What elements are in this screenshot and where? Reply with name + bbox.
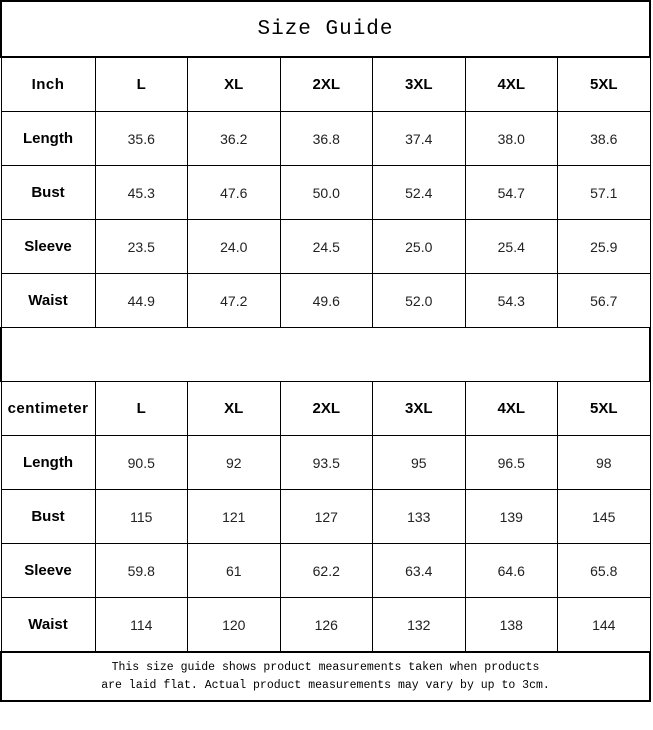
measurement-value: 38.6: [557, 111, 651, 166]
measurement-value: 24.5: [279, 219, 373, 274]
measurement-value: 115: [94, 489, 188, 544]
measurement-row-label: Length: [0, 111, 96, 166]
measurement-value: 138: [464, 597, 558, 653]
size-guide-note: This size guide shows product measuremen…: [0, 651, 651, 702]
measurement-value: 52.0: [372, 273, 466, 328]
note-line-2: are laid flat. Actual product measuremen…: [101, 678, 550, 692]
measurement-value: 35.6: [94, 111, 188, 166]
note-row: This size guide shows product measuremen…: [0, 651, 651, 702]
measurement-value: 54.3: [464, 273, 558, 328]
measurement-value: 93.5: [279, 435, 373, 490]
inch-header-row: Inch L XL 2XL 3XL 4XL 5XL: [0, 56, 651, 112]
measurement-value: 23.5: [94, 219, 188, 274]
measurement-value: 126: [279, 597, 373, 653]
measurement-row-label: Bust: [0, 489, 96, 544]
measurement-value: 98: [557, 435, 651, 490]
measurement-value: 65.8: [557, 543, 651, 598]
measurement-value: 54.7: [464, 165, 558, 220]
size-column-header: 3XL: [372, 381, 466, 436]
measurement-value: 133: [372, 489, 466, 544]
table-row: Length 90.5 92 93.5 95 96.5 98: [0, 435, 651, 490]
size-column-header: XL: [187, 381, 281, 436]
table-row: Length 35.6 36.2 36.8 37.4 38.0 38.6: [0, 111, 651, 166]
measurement-value: 50.0: [279, 165, 373, 220]
size-column-header: 3XL: [372, 56, 466, 112]
measurement-row-label: Sleeve: [0, 543, 96, 598]
table-row: Bust 45.3 47.6 50.0 52.4 54.7 57.1: [0, 165, 651, 220]
measurement-value: 95: [372, 435, 466, 490]
table-row: Sleeve 59.8 61 62.2 63.4 64.6 65.8: [0, 543, 651, 598]
measurement-value: 59.8: [94, 543, 188, 598]
size-column-header: 5XL: [557, 381, 651, 436]
measurement-value: 37.4: [372, 111, 466, 166]
measurement-value: 25.9: [557, 219, 651, 274]
table-row: Bust 115 121 127 133 139 145: [0, 489, 651, 544]
unit-header-centimeter: centimeter: [0, 381, 96, 436]
section-divider-row: [0, 327, 651, 382]
size-guide-table: Size Guide Inch L XL 2XL 3XL 4XL 5XL Len…: [0, 0, 651, 702]
size-column-header: XL: [187, 56, 281, 112]
table-row: Sleeve 23.5 24.0 24.5 25.0 25.4 25.9: [0, 219, 651, 274]
table-row: Waist 114 120 126 132 138 144: [0, 597, 651, 653]
size-column-header: 2XL: [279, 56, 373, 112]
measurement-value: 64.6: [464, 543, 558, 598]
measurement-value: 44.9: [94, 273, 188, 328]
measurement-value: 114: [94, 597, 188, 653]
measurement-value: 62.2: [279, 543, 373, 598]
measurement-value: 92: [187, 435, 281, 490]
measurement-value: 145: [557, 489, 651, 544]
size-column-header: 4XL: [464, 381, 558, 436]
size-column-header: L: [94, 381, 188, 436]
measurement-value: 144: [557, 597, 651, 653]
measurement-row-label: Waist: [0, 597, 96, 653]
measurement-value: 52.4: [372, 165, 466, 220]
measurement-value: 25.0: [372, 219, 466, 274]
measurement-value: 49.6: [279, 273, 373, 328]
measurement-value: 120: [187, 597, 281, 653]
measurement-value: 96.5: [464, 435, 558, 490]
measurement-row-label: Bust: [0, 165, 96, 220]
size-column-header: 4XL: [464, 56, 558, 112]
measurement-value: 63.4: [372, 543, 466, 598]
measurement-value: 56.7: [557, 273, 651, 328]
measurement-value: 132: [372, 597, 466, 653]
measurement-value: 45.3: [94, 165, 188, 220]
centimeter-header-row: centimeter L XL 2XL 3XL 4XL 5XL: [0, 381, 651, 436]
section-divider-cell: [0, 327, 651, 382]
measurement-value: 57.1: [557, 165, 651, 220]
measurement-value: 47.6: [187, 165, 281, 220]
measurement-value: 36.8: [279, 111, 373, 166]
measurement-value: 36.2: [187, 111, 281, 166]
unit-header-inch: Inch: [0, 56, 96, 112]
size-column-header: 5XL: [557, 56, 651, 112]
measurement-value: 127: [279, 489, 373, 544]
measurement-value: 24.0: [187, 219, 281, 274]
measurement-value: 38.0: [464, 111, 558, 166]
measurement-value: 121: [187, 489, 281, 544]
measurement-value: 61: [187, 543, 281, 598]
note-line-1: This size guide shows product measuremen…: [111, 660, 540, 674]
measurement-value: 25.4: [464, 219, 558, 274]
size-column-header: 2XL: [279, 381, 373, 436]
measurement-row-label: Waist: [0, 273, 96, 328]
measurement-value: 47.2: [187, 273, 281, 328]
measurement-row-label: Sleeve: [0, 219, 96, 274]
measurement-value: 90.5: [94, 435, 188, 490]
table-row: Waist 44.9 47.2 49.6 52.0 54.3 56.7: [0, 273, 651, 328]
size-guide-title: Size Guide: [0, 0, 651, 58]
size-column-header: L: [94, 56, 188, 112]
measurement-row-label: Length: [0, 435, 96, 490]
measurement-value: 139: [464, 489, 558, 544]
